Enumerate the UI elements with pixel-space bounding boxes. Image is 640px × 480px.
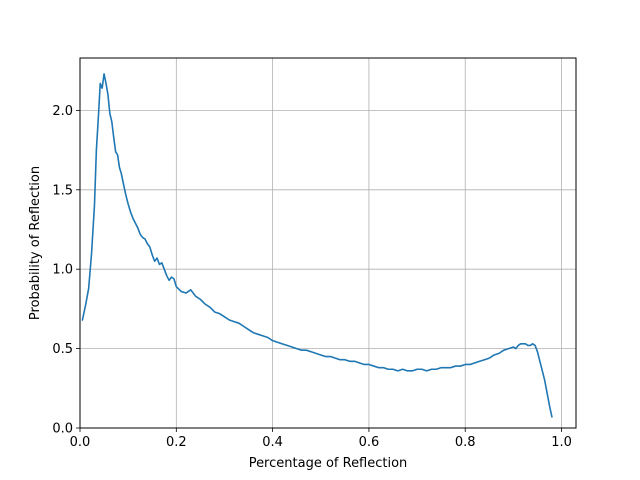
x-tick-label: 1.0 [551,435,572,450]
x-tick-label: 0.2 [166,435,187,450]
y-tick-label: 2.0 [52,104,73,119]
x-axis-label: Percentage of Reflection [249,456,408,471]
y-tick-label: 1.0 [52,263,73,278]
ticks: 0.0 0.2 0.4 0.6 0.8 1.0 0.0 0.5 1.0 1.5 2.0 [52,104,572,450]
y-axis-label: Probability of Reflection [28,166,43,320]
axes-frame [79,57,577,429]
x-tick-label: 0.6 [359,435,380,450]
x-tick-label: 0.0 [70,435,91,450]
grid [79,58,576,429]
x-tick-label: 0.8 [455,435,476,450]
plot-area [80,58,576,428]
y-tick-label: 1.5 [52,183,73,198]
y-tick-label: 0.5 [52,342,73,357]
y-tick-label: 0.0 [52,422,73,437]
series-line [81,73,553,418]
x-tick-label: 0.4 [262,435,283,450]
